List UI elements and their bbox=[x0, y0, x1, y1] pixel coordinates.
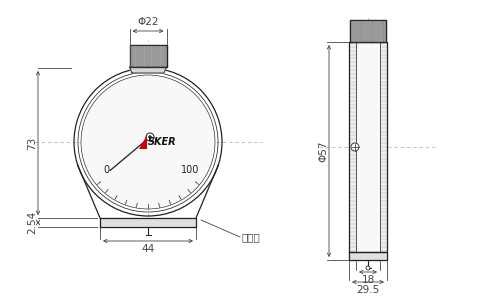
Text: 2.54: 2.54 bbox=[27, 211, 37, 234]
Text: 44: 44 bbox=[142, 244, 155, 254]
Text: 29.5: 29.5 bbox=[356, 285, 380, 295]
Polygon shape bbox=[139, 135, 147, 149]
Text: Φ22: Φ22 bbox=[137, 17, 159, 27]
Polygon shape bbox=[130, 67, 167, 73]
Circle shape bbox=[81, 75, 215, 209]
Circle shape bbox=[146, 133, 154, 141]
Polygon shape bbox=[130, 45, 167, 67]
Polygon shape bbox=[350, 20, 386, 42]
Text: Φ57: Φ57 bbox=[318, 140, 328, 162]
Polygon shape bbox=[356, 42, 380, 252]
Polygon shape bbox=[349, 252, 387, 260]
Polygon shape bbox=[349, 42, 387, 252]
Circle shape bbox=[148, 136, 152, 139]
Text: 100: 100 bbox=[181, 165, 199, 175]
Text: 18: 18 bbox=[361, 275, 374, 285]
Circle shape bbox=[366, 266, 370, 270]
Text: 73: 73 bbox=[27, 136, 37, 150]
Text: 0: 0 bbox=[103, 165, 109, 175]
Text: 加圧面: 加圧面 bbox=[242, 232, 261, 242]
Circle shape bbox=[351, 143, 359, 151]
Polygon shape bbox=[100, 218, 196, 227]
Text: SKER: SKER bbox=[148, 137, 177, 147]
